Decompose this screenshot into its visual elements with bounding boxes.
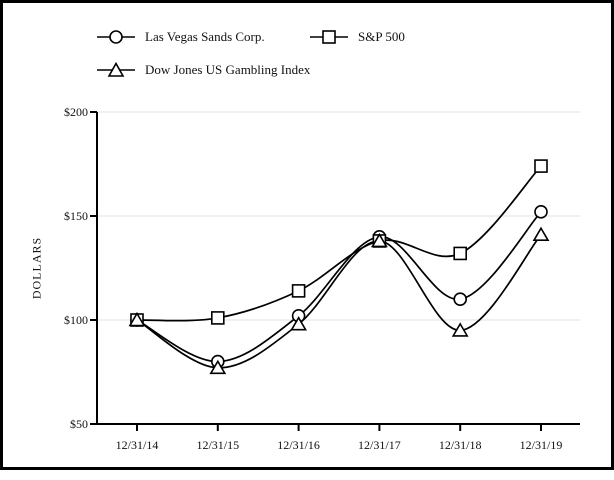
square-data-marker bbox=[211, 311, 225, 325]
y-tick-label: $100 bbox=[64, 313, 88, 327]
legend-item-dj-gambling: Dow Jones US Gambling Index bbox=[96, 59, 310, 81]
legend-item-las-vegas-sands: Las Vegas Sands Corp. bbox=[96, 26, 265, 48]
x-tick-label: 12/31/15 bbox=[196, 438, 240, 452]
triangle-data-marker bbox=[128, 311, 146, 327]
legend-label: S&P 500 bbox=[358, 29, 405, 44]
series-line-circle bbox=[136, 211, 542, 363]
triangle-data-marker bbox=[290, 316, 307, 331]
chart-frame bbox=[0, 0, 614, 470]
legend-item-sp500: S&P 500 bbox=[309, 26, 405, 48]
square-marker-icon bbox=[310, 30, 348, 44]
square-data-marker bbox=[453, 246, 468, 261]
series-line-square bbox=[136, 165, 542, 322]
triangle-data-marker bbox=[532, 226, 550, 242]
triangle-marker-icon bbox=[97, 61, 135, 77]
triangle-data-marker bbox=[451, 322, 469, 337]
square-data-marker bbox=[291, 284, 306, 298]
triangle-data-marker bbox=[371, 232, 388, 248]
legend-label: Las Vegas Sands Corp. bbox=[145, 29, 265, 44]
x-tick-label: 12/31/14 bbox=[115, 438, 159, 452]
legend-label: Dow Jones US Gambling Index bbox=[145, 62, 311, 77]
x-tick-label: 12/31/19 bbox=[519, 438, 563, 452]
x-tick-label: 12/31/17 bbox=[358, 438, 401, 452]
y-tick-label: $150 bbox=[64, 209, 88, 223]
y-tick-label: $200 bbox=[64, 105, 88, 119]
x-tick-label: 12/31/16 bbox=[277, 438, 320, 452]
x-tick-label: 12/31/18 bbox=[438, 438, 482, 452]
square-data-marker bbox=[534, 159, 548, 173]
y-axis-title: DOLLARS bbox=[29, 236, 44, 300]
triangle-data-marker bbox=[209, 359, 227, 375]
series-line-triangle bbox=[136, 234, 542, 369]
circle-data-marker bbox=[453, 292, 468, 307]
circle-data-marker bbox=[534, 205, 548, 219]
y-tick-label: $50 bbox=[70, 417, 88, 431]
circle-marker-icon bbox=[97, 30, 135, 44]
